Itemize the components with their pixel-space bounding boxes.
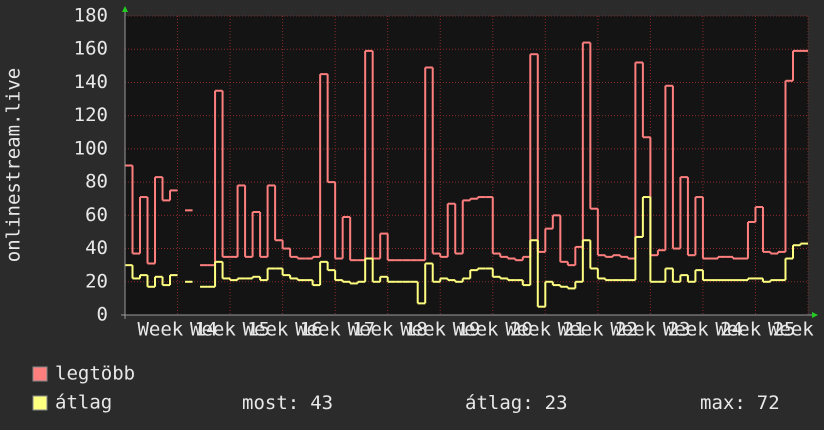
y-tick-label: 0 <box>97 304 108 326</box>
legend-stat: most: 43 <box>242 392 333 414</box>
y-axis-label: onlinestream.live <box>3 68 25 262</box>
x-tick-label: Week 15 <box>190 319 270 341</box>
x-tick-label: Week 22 <box>558 319 638 341</box>
x-tick-label: Week 26 <box>768 319 824 341</box>
x-tick-label: Week 23 <box>610 319 690 341</box>
x-tick-label: Week 18 <box>348 319 428 341</box>
x-tick-label: Week 20 <box>453 319 533 341</box>
x-tick-label: Week 19 <box>400 319 480 341</box>
stat-label: max: <box>700 392 746 414</box>
legend: legtöbb átlag most: 43 átlag: 23 max: 72 <box>32 363 780 414</box>
y-tick-label: 120 <box>74 104 108 126</box>
x-arrow <box>812 312 818 318</box>
x-tick-label: Week 25 <box>715 319 795 341</box>
y-arrow <box>122 6 128 12</box>
y-tick-label: 160 <box>74 38 108 60</box>
stat-label: most: <box>242 392 299 414</box>
marks <box>125 41 808 308</box>
legend-stat: max: 72 <box>700 392 780 414</box>
y-tick-label: 140 <box>74 71 108 93</box>
legend-swatch <box>32 366 48 382</box>
stat-value: 23 <box>545 392 568 414</box>
x-tick-label: Week 17 <box>295 319 375 341</box>
x-tick-label: Week 24 <box>663 319 743 341</box>
y-tick-label: 20 <box>85 270 108 292</box>
x-tick-label: Week 16 <box>243 319 323 341</box>
stat-value: 72 <box>757 392 780 414</box>
stat-label: átlag: <box>465 392 534 414</box>
y-tick-label: 180 <box>74 5 108 27</box>
legend-swatch <box>32 395 48 411</box>
x-tick-label: Week 14 <box>137 319 217 341</box>
y-tick-label: 100 <box>74 137 108 159</box>
x-tick-label: Week 21 <box>505 319 585 341</box>
y-tick-label: 60 <box>85 204 108 226</box>
y-tick-label: 40 <box>85 237 108 259</box>
y-tick-label: 80 <box>85 171 108 193</box>
legend-stat: átlag: 23 <box>465 392 568 414</box>
stat-value: 43 <box>310 392 333 414</box>
plot-area <box>125 16 808 315</box>
legend-label: legtöbb <box>55 363 135 385</box>
legend-label: átlag <box>55 392 112 414</box>
